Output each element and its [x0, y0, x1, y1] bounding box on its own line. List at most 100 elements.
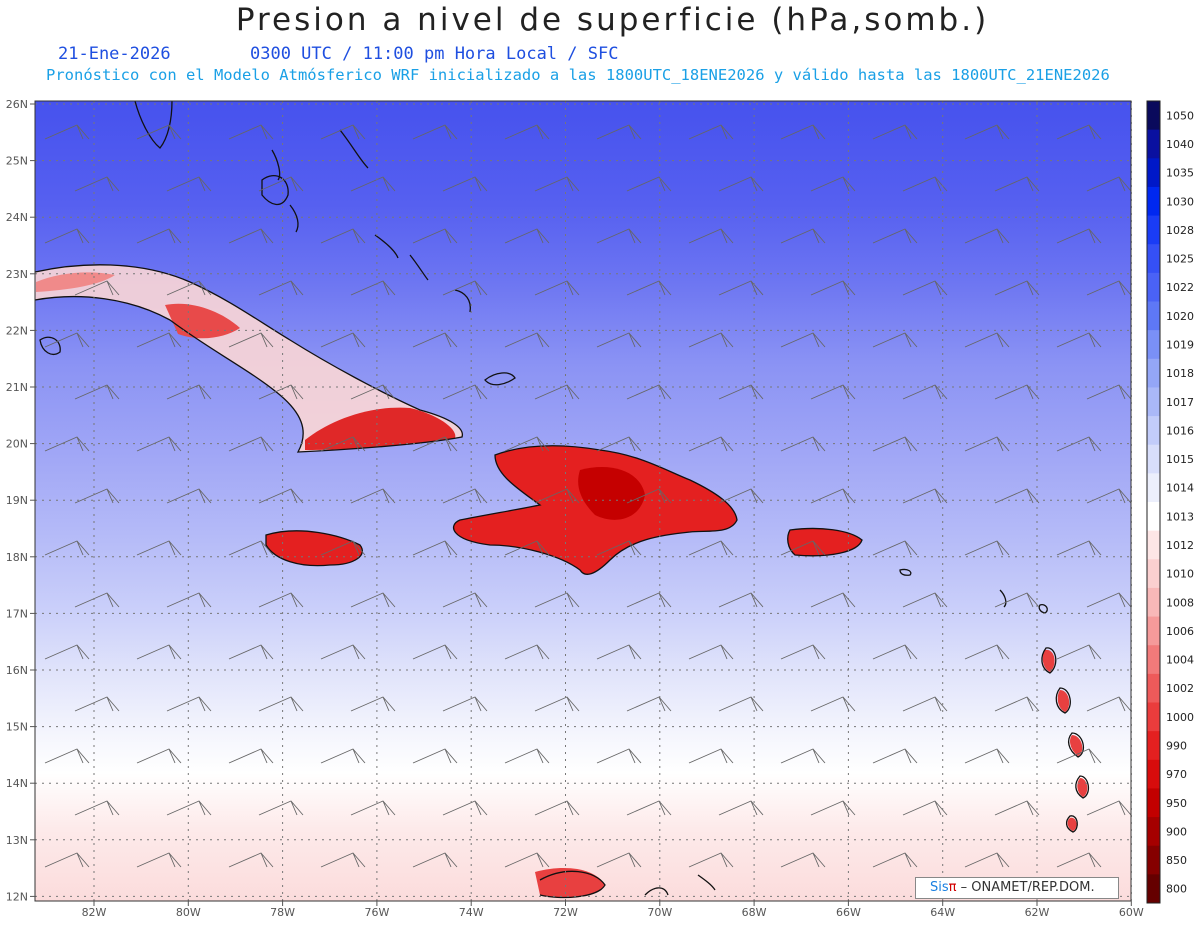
colorbar-swatch [1147, 387, 1160, 417]
wind-barb [320, 540, 366, 556]
jamaica-coast [265, 530, 363, 567]
lat-label: 19N [6, 494, 28, 507]
wind-barb [964, 124, 1010, 140]
colorbar-swatch [1147, 874, 1160, 904]
colorbar-swatch [1147, 587, 1160, 618]
wind-barb [136, 436, 182, 452]
wind-barb [166, 800, 212, 816]
wind-barb [350, 696, 396, 712]
wind-barb [994, 280, 1040, 296]
wind-barb [136, 124, 182, 140]
colorbar-swatch [1147, 616, 1160, 646]
colorbar-label: 1014 [1166, 482, 1194, 495]
colorbar-label: 900 [1166, 825, 1187, 838]
wind-barb [1056, 332, 1102, 348]
wind-barb [258, 384, 304, 400]
colorbar-label: 1050 [1166, 109, 1194, 122]
lon-label: 62W [1025, 906, 1050, 919]
wind-barb [1056, 852, 1102, 868]
bahamas-andros [261, 175, 289, 206]
wind-barb [872, 332, 918, 348]
puerto-rico-shading [787, 528, 862, 556]
wind-barb [258, 280, 304, 296]
colorbar-label: 1008 [1166, 596, 1194, 609]
colorbar-label: 1002 [1166, 682, 1194, 695]
wind-barb [350, 280, 396, 296]
wind-barb [810, 696, 856, 712]
lon-label: 70W [647, 906, 672, 919]
wind-barb [228, 540, 274, 556]
colorbar-label: 950 [1166, 797, 1187, 810]
wind-barb [964, 436, 1010, 452]
wind-barb [228, 644, 274, 660]
colorbar: 1050 1040 1035 1030 1028 1025 1022 1020 1019 1018… [1146, 100, 1194, 904]
wind-barb [994, 592, 1040, 608]
wind-barb [136, 748, 182, 764]
wind-barb [228, 748, 274, 764]
wind-barb [688, 540, 734, 556]
wind-barb [810, 280, 856, 296]
map-title: Presion a nivel de superficie (hPa,somb.… [235, 2, 990, 38]
wind-barb [258, 176, 304, 192]
colorbar-label: 1004 [1166, 654, 1194, 667]
wind-barb [780, 332, 826, 348]
colorbar-swatch [1147, 817, 1160, 847]
lat-label: 20N [6, 438, 28, 451]
wind-barb [596, 540, 642, 556]
colorbar-label: 1022 [1166, 281, 1194, 294]
wind-barb [44, 748, 90, 764]
wind-barb [1056, 124, 1102, 140]
wind-barb [504, 852, 550, 868]
wind-barb [504, 748, 550, 764]
colorbar-label: 990 [1166, 739, 1187, 752]
wind-barb [1086, 176, 1132, 192]
cuba-coast [34, 264, 463, 453]
wind-barb [688, 124, 734, 140]
wind-barb [504, 540, 550, 556]
colorbar-label: 1019 [1166, 338, 1194, 351]
wind-barb [320, 644, 366, 660]
colorbar-frame [1146, 100, 1161, 904]
lon-label: 74W [459, 906, 484, 919]
wind-barb [136, 332, 182, 348]
colorbar-swatch [1147, 530, 1160, 560]
wind-barb [74, 384, 120, 400]
colorbar-label: 1010 [1166, 568, 1194, 581]
wind-barb [596, 228, 642, 244]
puerto-rico-coast [787, 527, 863, 557]
wind-barb [166, 384, 212, 400]
wind-barb [320, 748, 366, 764]
wind-barb [810, 800, 856, 816]
lon-label: 68W [742, 906, 767, 919]
colorbar-swatch [1147, 444, 1160, 474]
wind-barb [442, 488, 488, 504]
colorbar-label: 1016 [1166, 424, 1194, 437]
lat-label: 13N [6, 834, 28, 847]
wind-barb [596, 332, 642, 348]
wind-barb [136, 644, 182, 660]
forecast-time: 0300 UTC / 11:00 pm Hora Local / SFC [250, 44, 619, 64]
wind-barb [994, 696, 1040, 712]
wind-barb [258, 800, 304, 816]
wind-barb [902, 696, 948, 712]
wind-barb [320, 228, 366, 244]
wind-barb [412, 852, 458, 868]
colorbar-swatch [1147, 645, 1160, 675]
wind-barb [872, 540, 918, 556]
colorbar-label: 970 [1166, 768, 1187, 781]
wind-barb [1056, 748, 1102, 764]
colorbar-swatch [1147, 502, 1160, 532]
wind-barb [1056, 540, 1102, 556]
colorbar-label: 1030 [1166, 195, 1194, 208]
lon-label: 80W [176, 906, 201, 919]
wind-barb [688, 228, 734, 244]
wind-barb [504, 228, 550, 244]
lon-label: 64W [930, 906, 955, 919]
colorbar-label: 1025 [1166, 253, 1194, 266]
wind-barb [964, 852, 1010, 868]
wind-barb [412, 748, 458, 764]
lon-label: 66W [836, 906, 861, 919]
colorbar-swatch [1147, 186, 1160, 217]
colorbar-label: 1018 [1166, 367, 1194, 380]
